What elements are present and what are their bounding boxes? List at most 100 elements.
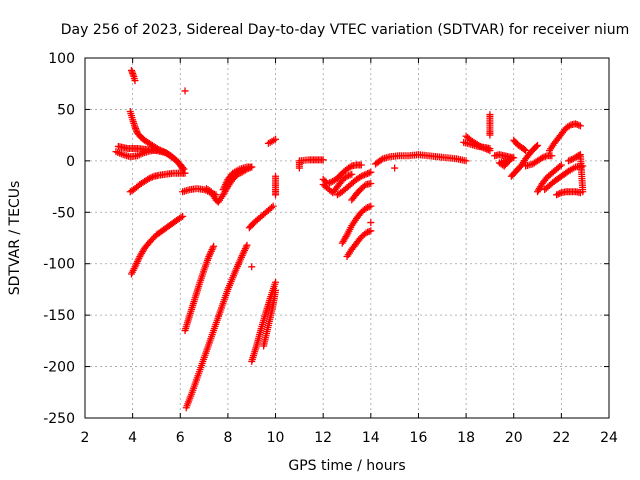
x-tick-label: 14 — [362, 430, 380, 446]
data-point — [181, 169, 189, 177]
data-point — [556, 189, 564, 197]
data-point — [576, 122, 584, 130]
data-point — [554, 190, 562, 198]
data-point — [243, 241, 251, 249]
data-point — [357, 172, 365, 180]
data-point — [345, 172, 353, 180]
y-tick-label: -200 — [43, 360, 75, 376]
data-point — [556, 162, 564, 170]
data-point — [181, 87, 189, 95]
data-point — [367, 202, 375, 210]
data-point — [145, 174, 153, 182]
data-point — [486, 145, 494, 153]
data-point — [540, 153, 548, 161]
y-tick-label: -150 — [43, 308, 75, 324]
data-point — [179, 165, 187, 173]
chart-title: Day 256 of 2023, Sidereal Day-to-day VTE… — [61, 22, 630, 38]
data-point — [131, 77, 139, 85]
data-point — [365, 203, 373, 211]
data-point — [272, 191, 280, 199]
data-points — [112, 66, 587, 412]
data-point — [362, 170, 370, 178]
data-point — [522, 147, 530, 155]
data-point — [462, 157, 470, 165]
data-point — [532, 142, 540, 150]
data-point — [364, 170, 372, 178]
data-point — [177, 213, 185, 221]
data-point — [553, 191, 561, 199]
x-tick-label: 2 — [81, 430, 90, 446]
data-point — [357, 161, 365, 169]
x-tick-label: 12 — [314, 430, 332, 446]
y-tick-label: -100 — [43, 257, 75, 273]
x-tick-label: 20 — [505, 430, 523, 446]
data-point — [362, 229, 370, 237]
data-point — [566, 156, 574, 164]
data-point — [548, 152, 556, 160]
data-point — [538, 154, 546, 162]
y-tick-label: -50 — [52, 205, 75, 221]
x-tick-label: 24 — [600, 430, 618, 446]
data-point — [248, 163, 256, 171]
data-point — [377, 156, 385, 164]
data-point — [579, 188, 587, 196]
data-point — [248, 263, 256, 271]
data-point — [343, 172, 351, 180]
data-point — [504, 158, 512, 166]
data-point — [365, 227, 373, 235]
x-tick-label: 4 — [128, 430, 137, 446]
data-point — [572, 120, 580, 128]
data-point — [565, 122, 573, 130]
data-point — [534, 141, 542, 149]
plot-frame — [84, 57, 610, 419]
data-point — [573, 121, 581, 129]
data-point — [148, 173, 156, 181]
data-point — [505, 157, 513, 165]
x-tick-label: 8 — [223, 430, 232, 446]
data-point — [520, 146, 528, 154]
data-point — [364, 203, 372, 211]
data-point — [155, 146, 163, 154]
data-point — [359, 172, 367, 180]
x-tick-label: 22 — [552, 430, 570, 446]
data-point — [346, 163, 354, 171]
data-point — [364, 228, 372, 236]
data-point — [326, 179, 334, 187]
y-tick-label: 50 — [57, 102, 75, 118]
data-point — [367, 227, 375, 235]
data-point — [348, 170, 356, 178]
data-point — [362, 204, 370, 212]
data-point — [367, 168, 375, 176]
data-point — [147, 174, 155, 182]
x-tick-label: 6 — [176, 430, 185, 446]
y-tick-label: -250 — [43, 411, 75, 427]
data-point — [367, 219, 375, 227]
data-point — [346, 171, 354, 179]
y-tick-label: 0 — [66, 154, 75, 170]
data-point — [272, 286, 280, 294]
x-tick-label: 16 — [410, 430, 428, 446]
data-point — [269, 202, 277, 210]
y-tick-label: 100 — [48, 51, 75, 67]
data-point — [319, 156, 327, 164]
data-point — [367, 179, 375, 187]
data-point — [391, 164, 399, 172]
data-point — [565, 157, 573, 165]
x-tick-label: 10 — [267, 430, 285, 446]
data-point — [365, 169, 373, 177]
data-point — [575, 121, 583, 129]
data-point — [272, 135, 280, 143]
data-point — [179, 212, 187, 220]
data-point — [360, 171, 368, 179]
axis-ticks: 2 4 6 8 10 12 14 16 18 20 22 24-250-200-150-100-500… — [43, 51, 618, 446]
data-point — [268, 203, 276, 211]
x-tick-label: 18 — [457, 430, 475, 446]
x-axis-label: GPS time / hours — [288, 458, 405, 474]
data-point — [272, 278, 280, 286]
data-point — [210, 242, 218, 250]
data-point — [541, 152, 549, 160]
data-point — [557, 161, 565, 169]
y-axis-label: SDTVAR / TECUs — [7, 181, 23, 296]
data-point — [486, 131, 494, 139]
